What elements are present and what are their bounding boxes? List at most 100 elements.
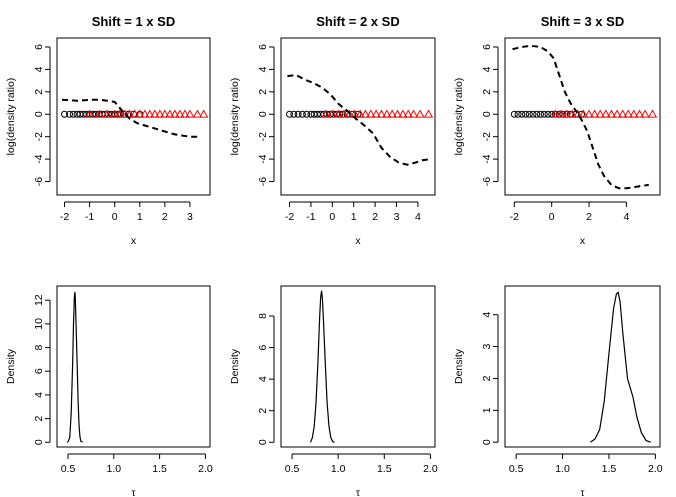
point-triangle <box>192 109 203 118</box>
y-tick-label: -2 <box>257 132 269 141</box>
point-circle <box>533 110 541 118</box>
x-tick-label: -2 <box>510 211 519 223</box>
y-tick-label: 6 <box>257 44 269 50</box>
y-tick-label: 3 <box>481 343 493 349</box>
y-tick-label: -6 <box>481 177 493 186</box>
point-circle <box>66 110 74 118</box>
point-circle <box>303 110 311 118</box>
x-tick-label: -1 <box>85 211 94 223</box>
x-tick-label: 0.5 <box>509 463 524 475</box>
point-triangle <box>640 109 650 118</box>
y-axis-label: log(density ratio) <box>453 78 465 156</box>
point-circle <box>76 110 84 118</box>
x-axis-label: τ <box>131 487 136 497</box>
y-tick-label: -2 <box>33 132 45 141</box>
x-tick-label: -2 <box>60 211 69 223</box>
point-triangle <box>561 109 572 118</box>
x-tick-label: 2 <box>586 211 592 223</box>
data-layer <box>510 44 658 190</box>
series-group-1 <box>84 109 209 118</box>
plot-frame <box>280 285 436 448</box>
curve-line <box>590 291 651 443</box>
y-tick-label: 0 <box>257 111 269 117</box>
point-triangle <box>623 109 633 118</box>
panel-2: Shift = 2 x SD -2 -1 0 1 2 3 4 -6 -4 -2 0 2 4 6 x log(de… <box>229 14 436 247</box>
point-triangle <box>199 109 209 118</box>
x-tick-label: -1 <box>306 211 315 223</box>
point-circle <box>522 110 530 118</box>
x-axis-label: x <box>580 235 586 247</box>
point-circle <box>518 110 526 118</box>
point-triangle <box>110 109 120 118</box>
x-tick-label: 2.0 <box>423 463 438 475</box>
x-axis-label: τ <box>356 487 361 497</box>
point-triangle <box>584 109 594 118</box>
point-triangle <box>578 109 589 118</box>
data-layer <box>286 73 434 166</box>
x-tick-label: 1.5 <box>602 463 617 475</box>
point-triangle <box>376 109 387 118</box>
panel-4: 0.5 1.0 1.5 2.0 0 2 4 6 8 10 12 τ Density <box>5 285 213 497</box>
x-axis-label: τ <box>580 487 585 497</box>
y-tick-label: 0 <box>33 111 45 117</box>
point-triangle <box>382 109 392 118</box>
y-tick-label: 4 <box>481 312 493 318</box>
x-tick-label: -2 <box>285 211 294 223</box>
data-layer <box>309 290 335 443</box>
data-layer <box>61 98 209 138</box>
point-triangle <box>140 109 150 118</box>
plot-frame <box>504 285 661 448</box>
y-tick-label: 6 <box>33 368 45 374</box>
point-triangle <box>135 109 145 118</box>
point-triangle <box>327 109 337 118</box>
curve-line <box>61 98 198 138</box>
curve-line <box>287 73 431 166</box>
point-circle <box>298 110 306 118</box>
x-tick-label: 0 <box>329 211 335 223</box>
x-tick-label: 0 <box>112 211 118 223</box>
panel-3: Shift = 3 x SD -2 0 2 4 -6 -4 -2 0 2 4 6 x log(densit… <box>453 14 661 247</box>
data-layer <box>590 291 651 443</box>
point-triangle <box>185 109 195 118</box>
point-triangle <box>629 109 639 118</box>
point-triangle <box>550 109 561 118</box>
point-triangle <box>408 109 419 118</box>
x-tick-label: 1 <box>137 211 143 223</box>
series-group-1 <box>550 109 658 118</box>
x-tick-label: 0.5 <box>61 463 76 475</box>
y-tick-label: 12 <box>33 294 45 306</box>
point-triangle <box>387 109 397 118</box>
x-tick-label: 1.5 <box>377 463 392 475</box>
point-triangle <box>415 109 425 118</box>
point-triangle <box>145 109 155 118</box>
curve-line <box>512 44 649 190</box>
y-tick-label: 8 <box>257 313 269 319</box>
x-tick-label: 2 <box>162 211 168 223</box>
point-triangle <box>102 109 112 118</box>
point-triangle <box>556 109 566 118</box>
panel-5: 0.5 1.0 1.5 2.0 0 2 4 6 8 τ Density <box>229 285 438 497</box>
point-circle <box>510 110 518 118</box>
plot-frame <box>56 37 211 196</box>
point-triangle <box>170 109 180 118</box>
point-circle <box>544 110 552 118</box>
chart-title: Shift = 3 x SD <box>541 14 624 29</box>
point-triangle <box>155 109 165 118</box>
point-triangle <box>423 109 434 118</box>
y-tick-label: 10 <box>33 318 45 330</box>
y-tick-label: 1 <box>481 407 493 413</box>
point-triangle <box>573 109 583 118</box>
y-tick-label: -4 <box>33 154 45 163</box>
x-tick-label: 0.5 <box>285 463 300 475</box>
series-group-1 <box>321 109 434 118</box>
point-triangle <box>647 109 658 118</box>
x-tick-label: 3 <box>394 211 400 223</box>
point-triangle <box>150 109 160 118</box>
y-tick-label: 4 <box>33 392 45 398</box>
x-tick-label: 3 <box>187 211 193 223</box>
y-axis-label: Density <box>453 348 465 384</box>
point-triangle <box>360 109 371 118</box>
data-layer <box>66 291 84 443</box>
point-circle <box>525 110 533 118</box>
